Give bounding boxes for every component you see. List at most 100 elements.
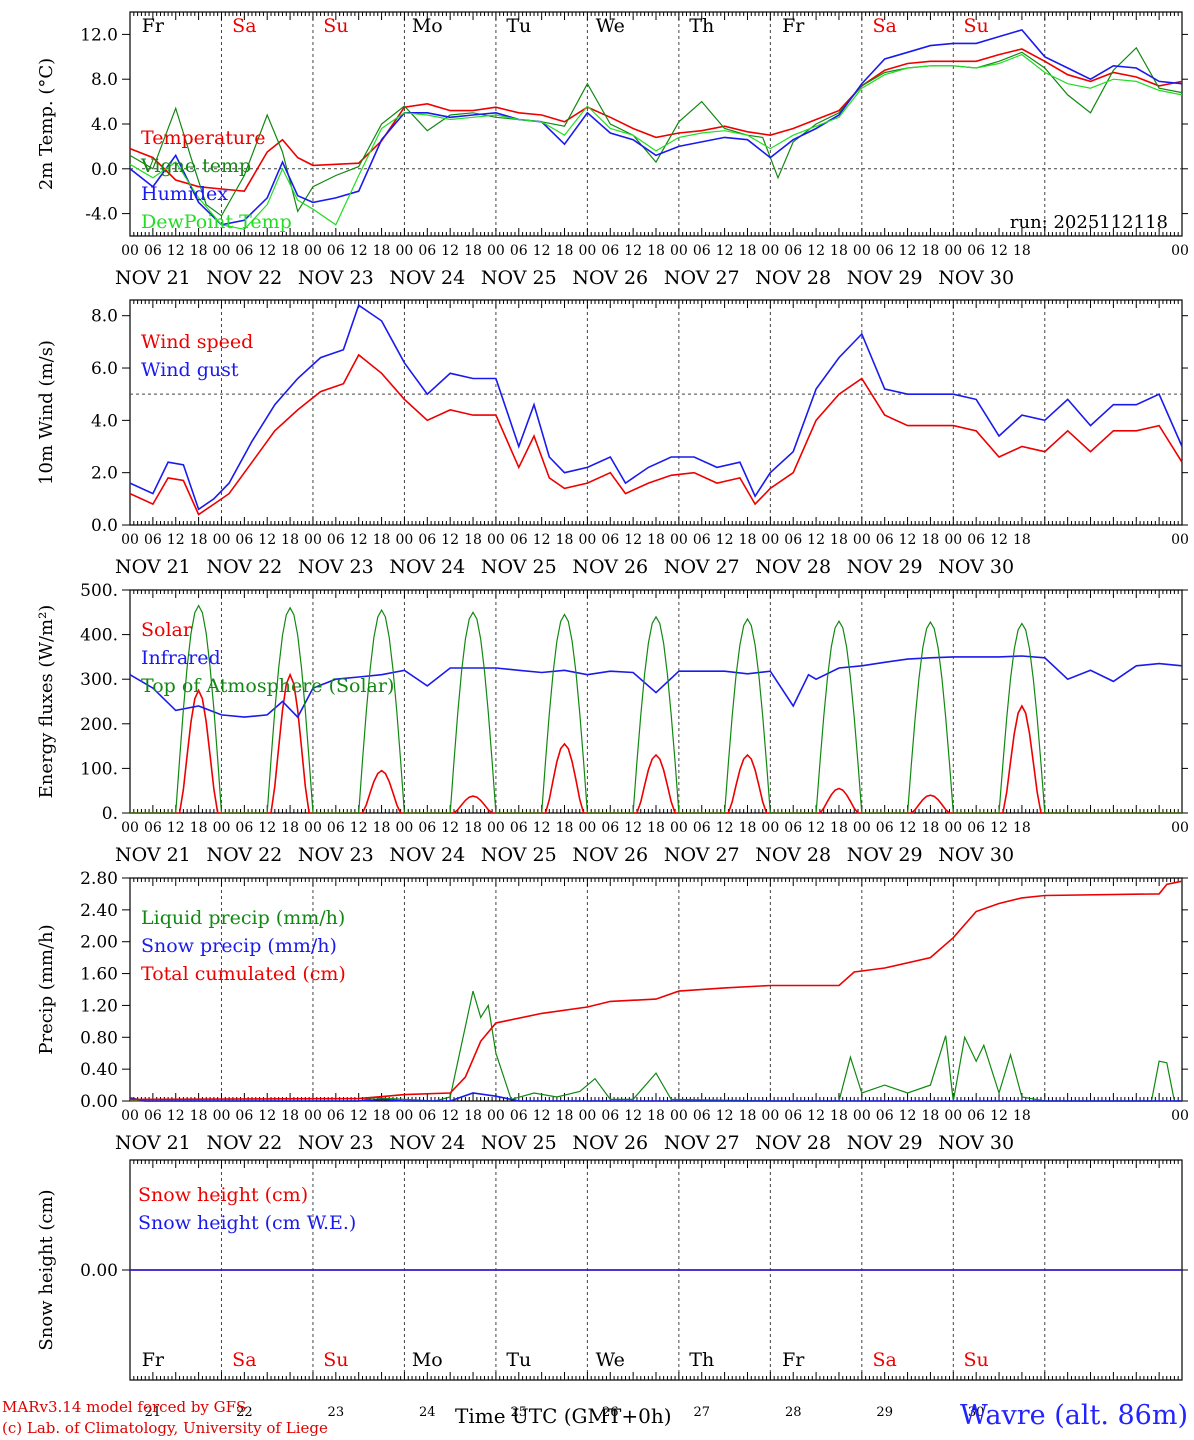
hour-tick-label: 18 — [281, 532, 299, 548]
legend-entry: Liquid precip (mm/h) — [141, 907, 345, 929]
hour-tick-label: 12 — [990, 243, 1008, 259]
y-axis-title: Precip (mm/h) — [36, 924, 57, 1054]
y-tick-label: 300. — [80, 670, 118, 690]
hour-tick-label: 06 — [144, 1108, 162, 1124]
hour-tick-label: 06 — [876, 532, 894, 548]
day-number-label: 25 — [511, 1405, 528, 1420]
hour-tick-label: 18 — [556, 820, 574, 836]
date-label: NOV 25 — [481, 844, 557, 866]
hour-tick-label: 00 — [1171, 243, 1189, 259]
hour-tick-label: 12 — [350, 243, 368, 259]
legend-entry: Total cumulated (cm) — [141, 963, 346, 985]
panel-frame — [129, 299, 1183, 526]
hour-tick-label: 00 — [578, 1108, 596, 1124]
hour-tick-label: 18 — [647, 820, 665, 836]
hour-tick-label: 18 — [922, 532, 940, 548]
legend-entry: Humidex — [141, 183, 228, 205]
y-tick-label: -4.0 — [85, 205, 118, 225]
hour-tick-label: 18 — [739, 820, 757, 836]
date-label: NOV 30 — [938, 1132, 1014, 1154]
hour-tick-label: 12 — [258, 532, 276, 548]
hour-tick-label: 06 — [784, 532, 802, 548]
date-label: NOV 27 — [664, 1132, 740, 1154]
hour-tick-label: 12 — [990, 532, 1008, 548]
hour-tick-label: 00 — [670, 532, 688, 548]
hour-tick-label: 06 — [510, 1108, 528, 1124]
hour-tick-label: 12 — [716, 532, 734, 548]
hour-tick-label: 18 — [373, 532, 391, 548]
y-tick-label: 0.80 — [80, 1028, 118, 1048]
y-tick-label: 2.00 — [80, 933, 118, 953]
legend-entry: Wind gust — [141, 359, 239, 381]
hour-tick-label: 06 — [327, 532, 345, 548]
legend-entry: DewPoint Temp — [141, 211, 292, 233]
date-label: NOV 28 — [755, 844, 831, 866]
y-axis-title: Snow height (cm) — [36, 1189, 57, 1350]
date-label: NOV 29 — [847, 267, 923, 289]
date-label: NOV 23 — [298, 844, 374, 866]
date-label: NOV 27 — [664, 556, 740, 578]
hour-tick-label: 06 — [876, 1108, 894, 1124]
hour-tick-label: 06 — [418, 820, 436, 836]
x-axis-title: Time UTC (GMT+0h) — [455, 1404, 672, 1428]
day-of-week-label: Mo — [412, 15, 443, 37]
hour-tick-label: 18 — [464, 1108, 482, 1124]
hour-tick-label: 18 — [190, 1108, 208, 1124]
hour-tick-label: 18 — [281, 1108, 299, 1124]
day-of-week-label: Su — [323, 15, 348, 37]
date-label: NOV 22 — [206, 1132, 282, 1154]
hour-tick-label: 06 — [510, 243, 528, 259]
hour-tick-label: 12 — [899, 1108, 917, 1124]
hour-tick-label: 12 — [533, 820, 551, 836]
hour-tick-label: 06 — [693, 532, 711, 548]
day-number-label: 24 — [419, 1405, 436, 1420]
hour-tick-label: 12 — [624, 532, 642, 548]
hour-tick-label: 18 — [556, 532, 574, 548]
hour-tick-label: 06 — [510, 532, 528, 548]
hour-tick-label: 00 — [670, 1108, 688, 1124]
hour-tick-label: 00 — [213, 243, 231, 259]
day-number-label: 26 — [602, 1405, 619, 1420]
hour-tick-label: 00 — [121, 243, 139, 259]
day-of-week-label: Tu — [506, 1349, 531, 1371]
panel-snow: 0.00 Snow height (cm) Fr Sa Su Mo Tu We Th Fr Sa Su… — [36, 1159, 1188, 1420]
date-label: NOV 24 — [389, 1132, 465, 1154]
hour-tick-label: 00 — [213, 1108, 231, 1124]
hour-tick-label: 00 — [487, 820, 505, 836]
hour-tick-label: 12 — [167, 243, 185, 259]
hour-tick-label: 12 — [167, 820, 185, 836]
hour-tick-label: 00 — [304, 532, 322, 548]
day-number-label: 23 — [328, 1405, 345, 1420]
hour-tick-label: 00 — [944, 243, 962, 259]
day-of-week-label: We — [596, 1349, 625, 1371]
legend-entry: Vigne temp — [140, 155, 251, 177]
hour-tick-label: 06 — [876, 820, 894, 836]
hour-tick-label: 00 — [121, 1108, 139, 1124]
y-tick-label: 0. — [102, 804, 118, 824]
series-line-wind-speed — [129, 353, 1183, 516]
hour-tick-label: 00 — [304, 820, 322, 836]
legend-entry: Snow precip (mm/h) — [141, 935, 337, 957]
hour-tick-label: 12 — [716, 243, 734, 259]
hour-tick-label: 12 — [990, 820, 1008, 836]
date-label: NOV 25 — [481, 267, 557, 289]
day-of-week-label: Fr — [782, 1349, 805, 1371]
hour-tick-label: 12 — [807, 820, 825, 836]
day-of-week-label: Tu — [506, 15, 531, 37]
hour-tick-label: 00 — [487, 243, 505, 259]
series-line-wind-gust — [129, 303, 1183, 511]
hour-tick-label: 12 — [441, 532, 459, 548]
hour-tick-label: 18 — [1013, 532, 1031, 548]
panel-frame — [129, 589, 1183, 814]
date-label: NOV 26 — [572, 844, 648, 866]
hour-tick-label: 00 — [213, 820, 231, 836]
hour-tick-label: 06 — [418, 532, 436, 548]
hour-tick-label: 18 — [556, 243, 574, 259]
lab-credit: (c) Lab. of Climatology, University of L… — [2, 1419, 328, 1437]
hour-tick-label: 06 — [235, 820, 253, 836]
day-of-week-label: Sa — [232, 1349, 256, 1371]
y-tick-label: 4.0 — [91, 411, 118, 431]
hour-tick-label: 00 — [853, 532, 871, 548]
hour-tick-label: 00 — [304, 1108, 322, 1124]
hour-tick-label: 12 — [807, 1108, 825, 1124]
